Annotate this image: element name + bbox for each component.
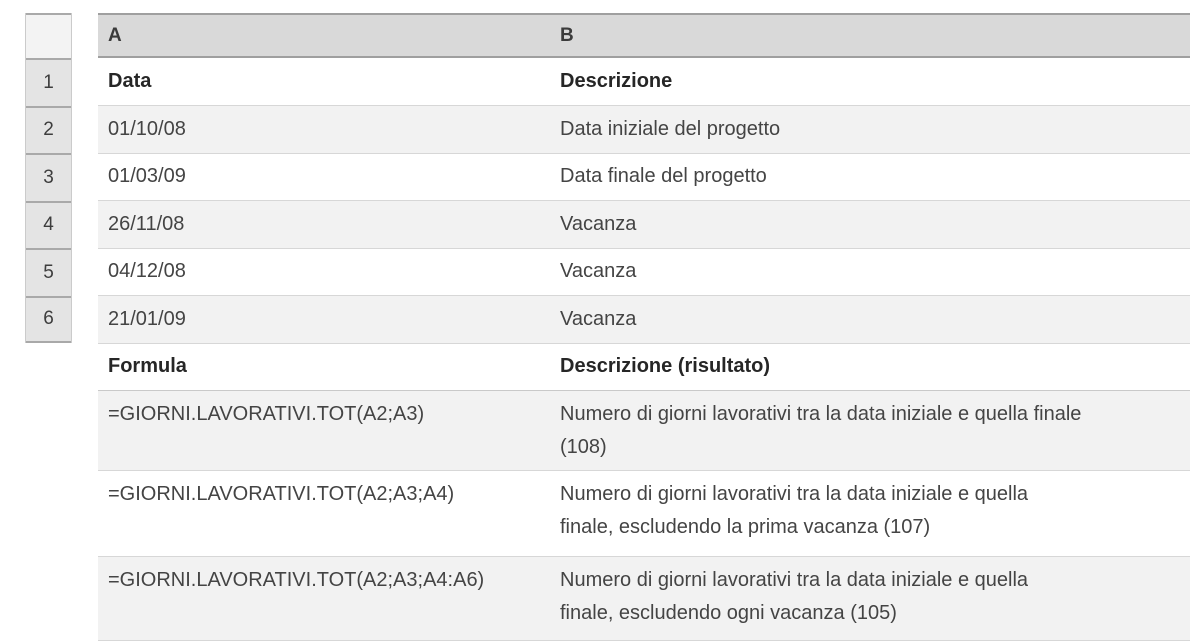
cell-b3: Data finale del progetto [560,165,767,188]
formula-description-cell: Numero di giorni lavorativi tra la data … [545,564,1190,630]
row-number-2: 2 [26,105,71,153]
table-row: 01/10/08 Data iniziale del progetto [98,106,1190,154]
formula-row: =GIORNI.LAVORATIVI.TOT(A2;A3;A4:A6) Nume… [98,556,1190,641]
table-row: 01/03/09 Data finale del progetto [98,154,1190,201]
table-row-header: Data Descrizione [98,58,1190,106]
formula-cell: =GIORNI.LAVORATIVI.TOT(A2;A3;A4) [108,482,455,505]
row-number-1: 1 [26,58,71,106]
formula-row: =GIORNI.LAVORATIVI.TOT(A2;A3;A4) Numero … [98,471,1190,557]
row-number-4: 4 [26,200,71,248]
table-row: 21/01/09 Vacanza [98,296,1190,344]
sheet-table: A B Data Descrizione 01/10/08 Data inizi… [98,13,1190,641]
formula-cell: =GIORNI.LAVORATIVI.TOT(A2;A3) [108,402,425,425]
corner-cell [26,13,71,58]
table-row: 04/12/08 Vacanza [98,249,1190,296]
row-number-6: 6 [26,295,71,343]
column-header-a: A [108,24,122,46]
column-header-b: B [560,24,574,46]
cell-a6: 21/01/09 [108,307,186,330]
cell-a1: Data [108,70,152,92]
formula-header-label: Formula [108,355,187,377]
cell-b5: Vacanza [560,260,637,283]
cell-b4: Vacanza [560,212,637,235]
column-header-row: A B [98,13,1190,58]
description-line: Numero di giorni lavorativi tra la data … [560,402,1082,425]
cell-a2: 01/10/08 [108,117,186,140]
description-line: Numero di giorni lavorativi tra la data … [560,482,1029,505]
description-line: Numero di giorni lavorativi tra la data … [560,568,1029,591]
formula-cell: =GIORNI.LAVORATIVI.TOT(A2;A3;A4:A6) [108,568,485,591]
cell-a3: 01/03/09 [108,165,186,188]
cell-b2: Data iniziale del progetto [560,117,781,140]
cell-a5: 04/12/08 [108,260,186,283]
description-line: (108) [560,435,607,458]
cell-a4: 26/11/08 [108,212,185,235]
row-number-column: 1 2 3 4 5 6 [25,13,72,343]
row-number-3: 3 [26,153,71,201]
formula-result-header-label: Descrizione (risultato) [560,355,771,377]
description-line: finale, escludendo ogni vacanza (105) [560,601,897,624]
formula-description-cell: Numero di giorni lavorativi tra la data … [545,398,1190,464]
formula-description-cell: Numero di giorni lavorativi tra la data … [545,478,1190,544]
cell-b1: Descrizione [560,70,673,92]
row-number-5: 5 [26,248,71,296]
cell-b6: Vacanza [560,307,637,330]
table-row: 26/11/08 Vacanza [98,201,1190,249]
description-line: finale, escludendo la prima vacanza (107… [560,515,931,538]
formula-header-row: Formula Descrizione (risultato) [98,344,1190,391]
formula-row: =GIORNI.LAVORATIVI.TOT(A2;A3) Numero di … [98,390,1190,471]
